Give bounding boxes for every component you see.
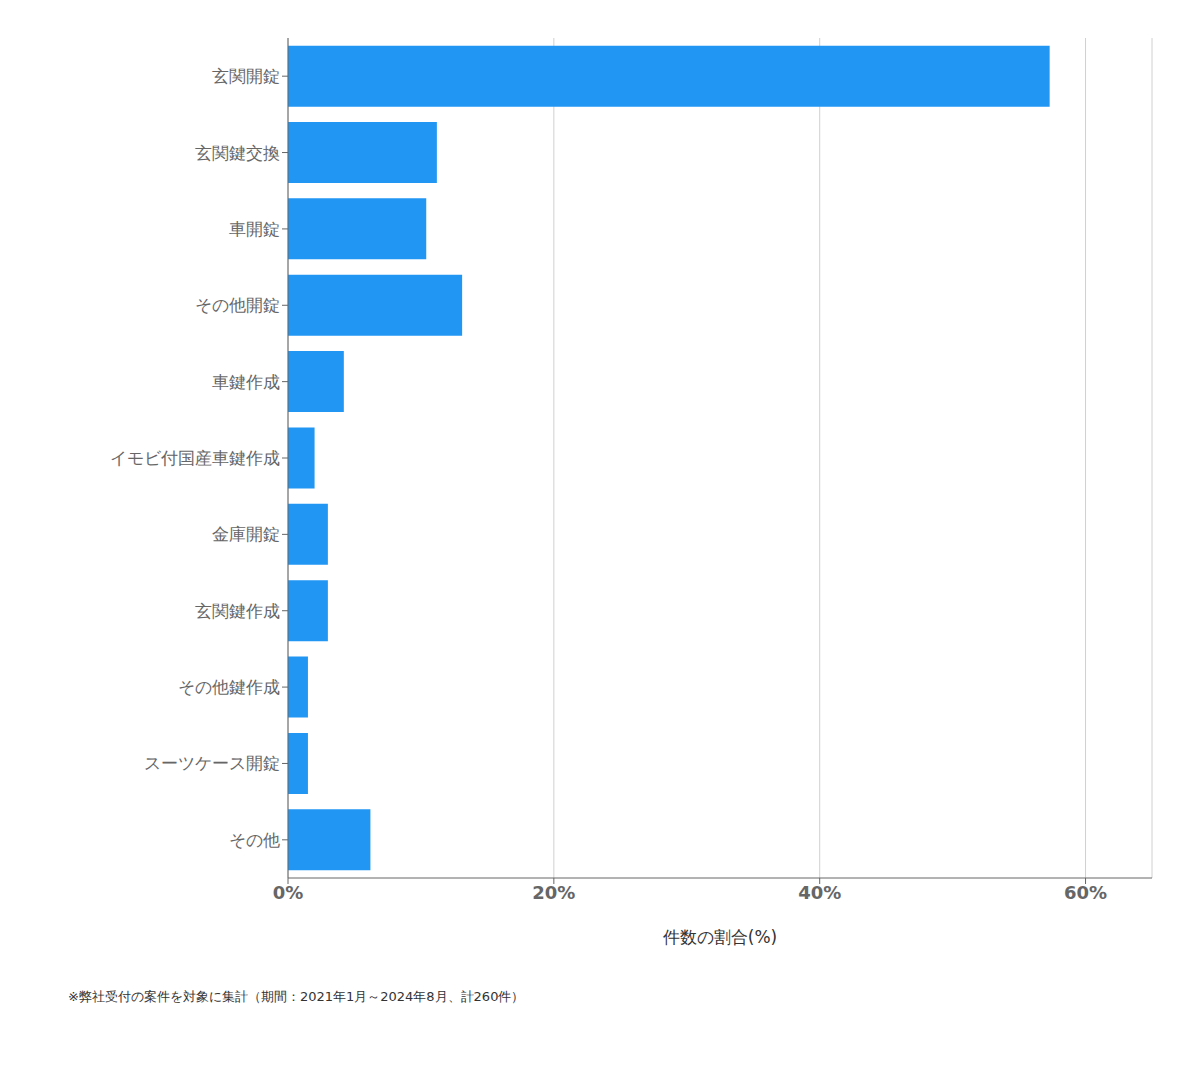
svg-text:その他開錠: その他開錠: [195, 295, 280, 315]
svg-text:玄関鍵交換: 玄関鍵交換: [195, 143, 280, 163]
svg-text:0%: 0%: [273, 882, 304, 903]
svg-text:60%: 60%: [1064, 882, 1107, 903]
svg-text:イモビ付国産車鍵作成: イモビ付国産車鍵作成: [110, 448, 280, 468]
svg-text:車鍵作成: 車鍵作成: [212, 372, 280, 392]
svg-text:件数の割合(%): 件数の割合(%): [663, 927, 777, 947]
svg-text:40%: 40%: [798, 882, 841, 903]
svg-text:車開錠: 車開錠: [229, 219, 280, 239]
svg-text:20%: 20%: [532, 882, 575, 903]
html-text:※弊社受付の案件を対象に集計（期間：2021年1月～2024: ※弊社受付の案件を対象に集計（期間：2021年1月～2024年8月、計260件）: [68, 989, 525, 1004]
svg-text:金庫開錠: 金庫開錠: [212, 524, 280, 544]
svg-text:玄関鍵作成: 玄関鍵作成: [195, 601, 280, 621]
svg-text:その他: その他: [229, 830, 280, 850]
svg-text:その他鍵作成: その他鍵作成: [178, 677, 280, 697]
svg-text:玄関開錠: 玄関開錠: [212, 66, 280, 86]
svg-text:スーツケース開錠: スーツケース開錠: [144, 753, 280, 773]
